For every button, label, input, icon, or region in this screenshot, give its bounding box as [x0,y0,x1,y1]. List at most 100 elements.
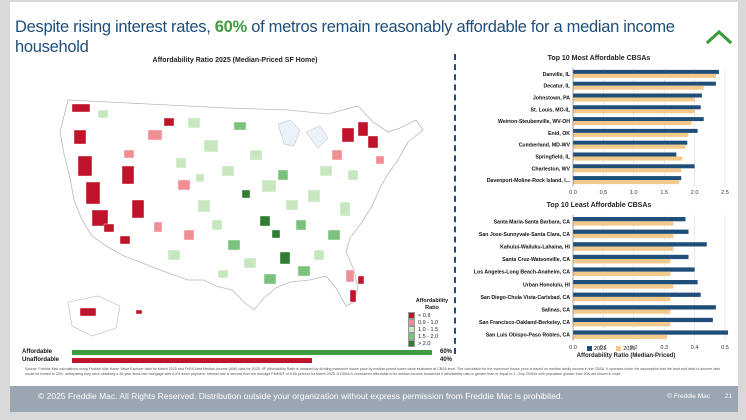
category-label: Urban Honolulu, HI [523,282,571,288]
bar-2021 [573,81,716,86]
great-lakes [277,119,329,149]
category-label: Danville, IL [543,72,571,78]
map-region [135,309,143,315]
legend-swatch-2025 [616,346,622,352]
bar-2021 [573,330,729,335]
affordable-share-bar [72,350,432,355]
map-region [295,219,307,231]
bar-2021 [573,305,716,310]
category-label: St. Louis, MO-IL [531,107,571,113]
map-region [367,135,379,149]
map-region [261,179,277,193]
legend-title-2: Ratio [425,305,439,311]
section-divider [454,54,456,354]
legend-item: > 2.0 [408,340,462,347]
category-label: Santa Maria-Santa Barbara, CA [494,219,571,225]
bar-2025 [573,259,671,264]
bar-2021 [573,217,686,222]
category-label: Santa Cruz-Watsonville, CA [502,257,570,263]
x-tick-label: 0.1 [600,345,608,351]
bar-2021 [573,292,701,297]
map-region [153,221,163,233]
map-region [357,275,365,285]
category-label: Salinas, CA [541,308,570,314]
legend-item-2025: 2025 [616,346,636,352]
category-label: San Jose-Sunnyvale-Santa Clara, CA [479,232,570,238]
map-region [327,229,341,241]
category-label: Enid, OK [548,131,570,137]
legend-label: 0.9 - 1.0 [418,319,439,326]
bar-2021 [573,140,688,145]
legend-label: > 2.0 [418,340,431,347]
bar-2025 [573,246,674,251]
bar-2021 [573,267,695,272]
map-region [233,121,247,131]
legend-swatch-0-9-1-0 [408,319,415,326]
footer-bar: © 2025 Freddie Mac. All Rights Reserved.… [10,386,738,412]
map-region [103,223,115,233]
affordable-label: Affordable [22,349,52,355]
map-region [347,169,359,181]
title-prefix: Despite rising interest rates, [15,18,215,36]
legend-label-2025: 2025 [623,346,636,352]
map-region [227,239,241,251]
map-region [271,229,281,239]
title-suffix: of metros remain reasonably affordable f… [15,18,675,56]
bar-2021 [573,93,702,98]
legend-label: 1.5 - 2.0 [418,333,439,340]
map-region [221,165,235,177]
map-region [345,269,355,283]
unaffordable-share-bar [72,358,312,363]
category-label: Springfield, IL [535,155,570,161]
legend-item: 1.5 - 2.0 [408,333,462,340]
map-region [349,289,357,303]
bar-2021 [573,128,698,133]
map-region [307,189,321,203]
bar-2025 [573,221,674,226]
map-region [279,251,291,265]
map-region [357,121,369,137]
category-label: Davenport-Moline-Rock Island, I... [487,178,571,184]
category-label: Cumberland, MD-WV [519,143,571,149]
bar-2025 [573,322,671,327]
legend-item: < 0.9 [408,312,462,319]
bar-2025 [573,334,668,339]
map-region [203,139,219,153]
x-tick-label: 0.0 [569,345,577,351]
category-label: Kahului-Wailuku-Lahaina, HI [500,245,570,251]
bar-2021 [573,242,707,247]
bar-2025 [573,168,682,173]
us-affordability-map [59,99,424,337]
map-region [187,117,201,129]
bar-2025 [573,144,686,149]
title-highlight: 60% [214,18,247,36]
map-region [297,265,311,277]
legend-label-2021: 2021 [594,346,607,352]
copyright-text: © 2025 Freddie Mac. All Rights Reserved.… [38,391,564,401]
x-tick-label: 1.5 [660,190,668,196]
map-title: Affordability Ratio 2025 (Median-Priced … [152,57,318,64]
bar-2025 [573,233,674,239]
category-label: San Diego-Chula Vista-Carlsbad, CA [480,295,570,301]
category-label: Charleston, WV [532,166,571,172]
legend-swatch-2021 [587,346,592,352]
unaffordable-pct: 40% [440,357,453,363]
bar-2025 [573,296,671,302]
slide: Despite rising interest rates, 60% of me… [10,2,738,412]
map-region [241,189,251,199]
x-tick-label: 0.5 [721,345,729,351]
map-region [79,307,97,317]
unaffordable-label: Unaffordable [22,357,60,363]
least-affordable-plot: 0.0 0.1 0.2 0.3 0.4 0.5 Santa Maria-Santa Barb… [474,215,729,351]
map-region [313,249,325,261]
bar-2021 [573,69,719,74]
bar-2021 [573,254,689,260]
bar-2021 [573,164,695,169]
x-tick-label: 1.0 [630,190,638,196]
bar-2025 [573,85,704,90]
x-tick-label: 0.0 [569,190,577,196]
map-region [85,181,101,205]
map-region [341,127,355,143]
map-legend: Affordability Ratio < 0.9 0.9 - 1.0 1.0 … [402,298,462,347]
least-affordable-chart: Top 10 Least Affordable CBSAs 0.0 0.1 0.2 0… [465,202,733,359]
